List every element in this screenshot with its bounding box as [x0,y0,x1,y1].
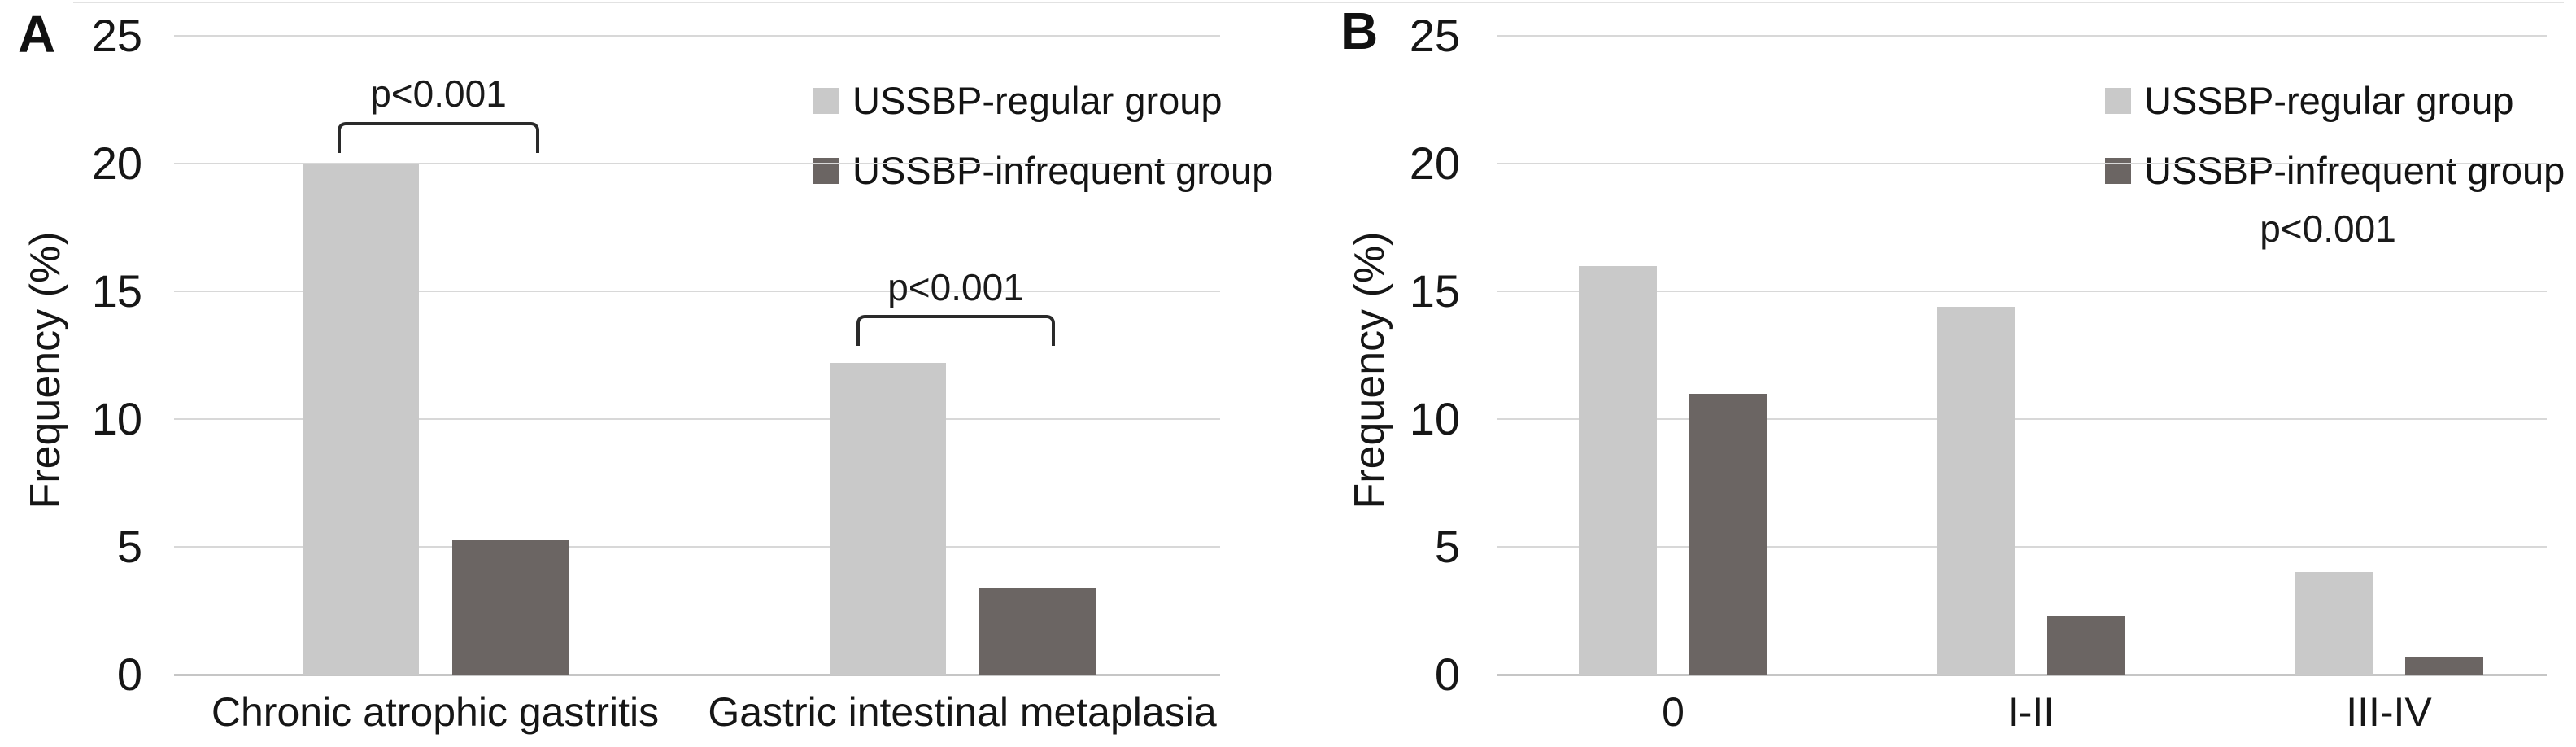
figure-top-border [73,2,2564,3]
bar-a-2-regular [829,362,946,675]
significance-bracket [338,122,539,153]
category-label: III-IV [2346,689,2432,735]
p-value-label: p<0.001 [370,72,507,115]
bar-b-1-infrequent [1689,393,1767,675]
bar-b-3-regular [2295,572,2373,675]
legend-item: USSBP-infrequent group [2105,150,2565,192]
category-label: 0 [1662,689,1685,735]
bar-b-1-regular [1579,265,1657,675]
y-tick-label: 0 [1434,649,1460,700]
bar-b-3-infrequent [2405,657,2483,675]
category-label: I-II [2007,689,2055,735]
y-tick-label: 20 [91,138,142,189]
y-tick-label: 5 [1434,521,1460,572]
gridline [1497,163,2547,164]
regular-group-swatch [813,87,839,114]
bar-a-1-infrequent [451,539,569,675]
legend-item: USSBP-regular group [813,80,1223,122]
gridline [174,290,1220,292]
legend-label: USSBP-infrequent group [2144,149,2565,192]
y-tick-label: 15 [1409,265,1460,317]
legend-label: USSBP-regular group [2144,79,2514,122]
significance-bracket [856,315,1055,346]
y-tick-label: 5 [116,521,142,572]
y-tick-label: 0 [116,649,142,700]
panel-a-letter: A [18,5,56,63]
y-tick-label: 10 [1409,393,1460,444]
gridline [1497,418,2547,420]
panel-b-letter: B [1340,2,1379,60]
infrequent-group-swatch [2105,157,2131,184]
bar-b-2-infrequent [2047,615,2125,675]
y-tick-label: 20 [1409,138,1460,189]
category-label: Gastric intestinal metaplasia [708,689,1217,735]
y-tick-label: 25 [91,10,142,61]
x-axis-baseline [1497,674,2547,676]
category-label: Chronic atrophic gastritis [211,689,660,735]
gridline [1497,546,2547,548]
gridline [174,418,1220,420]
gridline [1497,290,2547,292]
x-axis-baseline [174,674,1220,676]
infrequent-group-swatch [813,157,839,184]
gridline [174,546,1220,548]
legend-item: USSBP-regular group [2105,80,2514,122]
bar-a-2-infrequent [979,588,1096,675]
legend-label: USSBP-regular group [852,79,1223,122]
legend-item: USSBP-infrequent group [813,150,1273,192]
gridline [174,35,1220,37]
gridline [174,163,1220,164]
legend-label: USSBP-infrequent group [852,149,1274,192]
y-tick-label: 10 [91,393,142,444]
bar-b-2-regular [1937,306,2015,675]
y-tick-label: 25 [1409,10,1460,61]
p-value-label: p<0.001 [887,266,1024,308]
p-value-label: p<0.001 [2260,208,2396,250]
y-tick-label: 15 [91,265,142,317]
gridline [1497,35,2547,37]
bar-a-1-regular [302,164,419,675]
regular-group-swatch [2105,87,2131,114]
